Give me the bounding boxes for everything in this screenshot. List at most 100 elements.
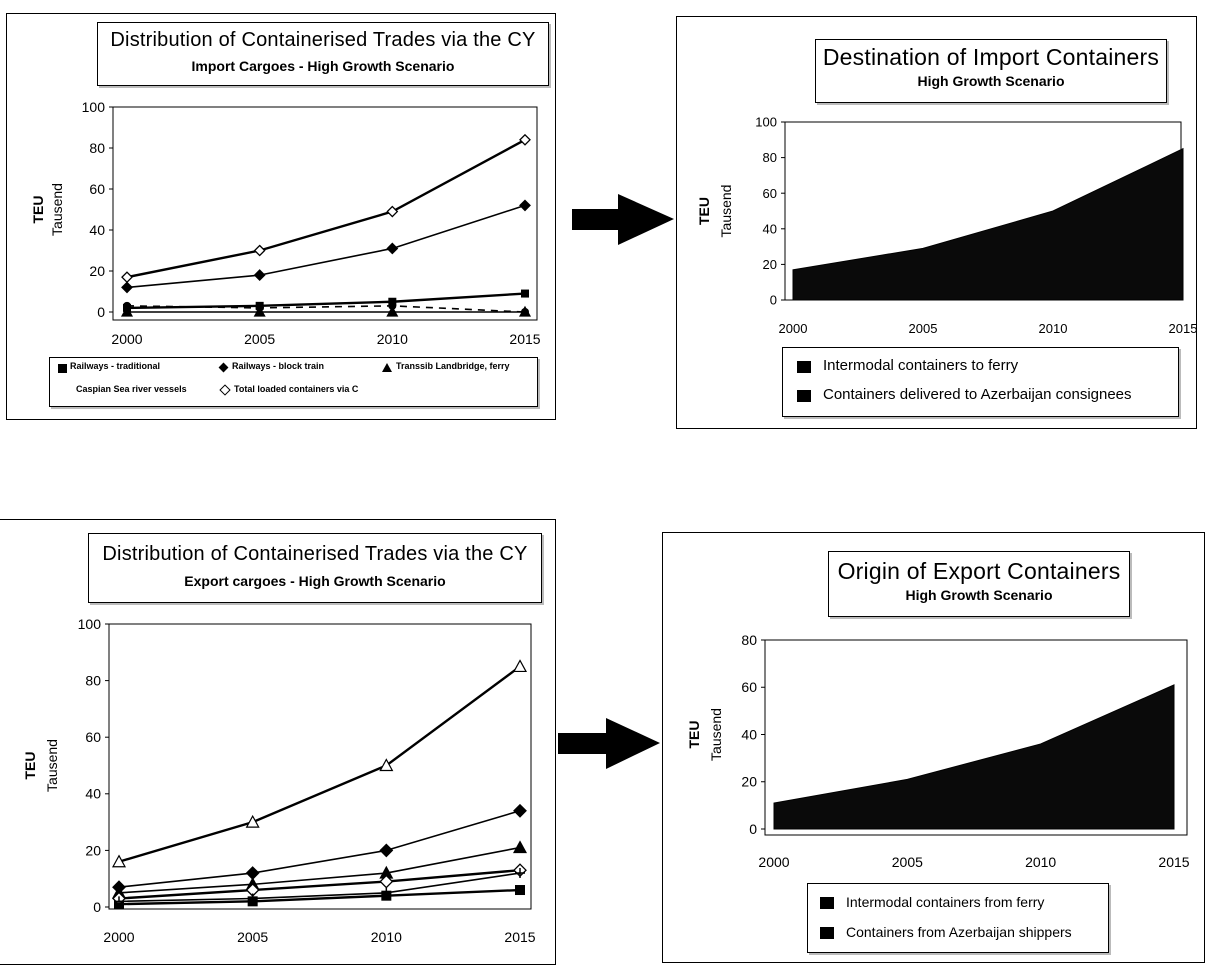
x-tick-label: 2000 xyxy=(111,331,142,347)
data-point-diamond xyxy=(513,803,527,818)
series-line xyxy=(118,872,521,903)
legend-marker-diamond-open xyxy=(219,384,231,396)
data-point-diamond xyxy=(379,843,394,858)
y-axis-title: TEU xyxy=(686,721,702,749)
export-distribution-title-box: Distribution of Containerised Trades via… xyxy=(88,533,542,603)
x-tick-label: 2005 xyxy=(244,331,275,347)
legend-swatch xyxy=(820,927,834,939)
import-distribution-panel: Distribution of Containerised Trades via… xyxy=(6,13,556,420)
y-tick-label: 80 xyxy=(741,632,757,648)
chart-title: Distribution of Containerised Trades via… xyxy=(110,29,536,51)
y-tick-label: 0 xyxy=(93,899,101,915)
data-point-triangle xyxy=(512,840,528,854)
data-point-plus xyxy=(515,868,525,879)
legend-label: Railways - traditional xyxy=(70,361,161,371)
y-axis-subtitle: Tausend xyxy=(49,183,65,236)
data-point-circle xyxy=(388,301,397,310)
y-tick-label: 80 xyxy=(89,140,105,156)
data-point-open-triangle xyxy=(379,758,394,772)
y-tick-label: 60 xyxy=(89,181,105,197)
series-line xyxy=(126,204,526,289)
y-tick-label: 40 xyxy=(85,786,101,802)
y-tick-label: 80 xyxy=(763,150,777,165)
export-origin-title-box: Origin of Export Containers High Growth … xyxy=(828,551,1130,617)
data-point-triangle xyxy=(120,305,134,317)
chart-subtitle: Export cargoes - High Growth Scenario xyxy=(184,573,446,589)
y-tick-label: 100 xyxy=(755,115,777,130)
series-line xyxy=(118,846,521,894)
data-point-plus xyxy=(114,896,124,907)
y-axis-subtitle: Tausend xyxy=(708,708,724,761)
import-destination-legend: Intermodal containers to ferry Container… xyxy=(782,347,1179,417)
x-tick-label: 2015 xyxy=(1169,321,1196,336)
series-line xyxy=(118,869,521,900)
right-arrow-icon xyxy=(558,718,660,769)
y-tick-label: 0 xyxy=(97,304,105,320)
x-tick-label: 2010 xyxy=(1025,854,1056,870)
data-point-diamond xyxy=(386,242,399,255)
data-point-open-triangle xyxy=(512,659,528,673)
legend-label: Railways - block train xyxy=(232,361,325,371)
right-arrow-icon xyxy=(572,194,674,245)
legend-label: Intermodal containers from ferry xyxy=(846,894,1045,910)
export-origin-panel: Origin of Export Containers High Growth … xyxy=(662,532,1205,963)
data-point-diamond xyxy=(121,281,133,294)
legend-label: Total loaded containers via C xyxy=(234,384,359,394)
data-point-plus xyxy=(247,893,258,904)
chart-title: Origin of Export Containers xyxy=(837,558,1121,584)
legend-swatch xyxy=(820,897,834,909)
import-distribution-title-box: Distribution of Containerised Trades via… xyxy=(97,22,549,86)
data-point-square xyxy=(388,297,397,306)
legend-marker-square xyxy=(58,364,67,373)
y-tick-label: 0 xyxy=(749,821,757,837)
legend-label: Containers delivered to Azerbaijan consi… xyxy=(823,386,1132,403)
y-axis-title: TEU xyxy=(696,197,712,225)
x-tick-label: 2010 xyxy=(377,331,408,347)
plot-area xyxy=(764,639,1188,836)
import-distribution-chart: 0 20 40 60 80 100 2000 2005 2010 2015 TEU Tausend xyxy=(30,99,541,347)
y-tick-label: 40 xyxy=(89,222,105,238)
y-tick-label: 100 xyxy=(78,616,102,632)
data-point-open-diamond xyxy=(386,205,399,218)
y-tick-label: 0 xyxy=(770,293,777,308)
data-point-diamond xyxy=(253,269,266,282)
import-destination-chart: 0 20 40 60 80 100 2000 2005 2010 2015 TEU Tausend xyxy=(696,115,1196,336)
export-distribution-chart: 0 20 40 60 80 100 2000 2005 2010 2015 TEU Tausend xyxy=(22,616,536,945)
chart-subtitle: Import Cargoes - High Growth Scenario xyxy=(191,58,455,74)
area-series xyxy=(792,147,1184,301)
series-line xyxy=(126,292,526,310)
legend-marker-diamond xyxy=(218,362,229,373)
data-point-open-diamond xyxy=(121,271,133,284)
chart-title: Destination of Import Containers xyxy=(822,44,1160,70)
data-point-square xyxy=(521,289,529,298)
y-tick-label: 80 xyxy=(85,673,101,689)
x-tick-label: 2010 xyxy=(1039,321,1068,336)
data-point-open-diamond xyxy=(379,874,394,889)
data-point-open-triangle xyxy=(245,814,260,828)
data-point-open-diamond xyxy=(519,133,531,146)
y-tick-label: 100 xyxy=(82,99,106,115)
export-origin-chart: 0 20 40 60 80 2000 2005 2010 2015 TEU Tausend xyxy=(686,632,1190,870)
data-point-circle xyxy=(521,308,529,316)
area-series xyxy=(773,684,1175,830)
legend-label: Containers from Azerbaijan shippers xyxy=(846,924,1072,940)
y-axis-subtitle: Tausend xyxy=(44,739,60,792)
y-tick-label: 20 xyxy=(89,263,105,279)
x-tick-label: 2015 xyxy=(504,929,535,945)
series-line xyxy=(118,888,521,906)
data-point-diamond xyxy=(519,199,531,212)
chart-subtitle: High Growth Scenario xyxy=(905,587,1053,603)
y-tick-label: 40 xyxy=(763,221,777,236)
chart-title: Distribution of Containerised Trades via… xyxy=(102,543,528,565)
y-axis-title: TEU xyxy=(22,752,38,780)
data-point-open-diamond xyxy=(253,244,266,257)
series-line xyxy=(118,665,521,863)
data-point-plus xyxy=(381,887,392,898)
y-tick-label: 20 xyxy=(85,842,101,858)
export-distribution-panel: Distribution of Containerised Trades via… xyxy=(0,519,556,965)
legend-marker-triangle xyxy=(382,363,392,372)
plot-area xyxy=(108,623,532,910)
x-tick-label: 2000 xyxy=(758,854,789,870)
y-axis-subtitle: Tausend xyxy=(718,185,734,238)
x-tick-label: 2015 xyxy=(509,331,540,347)
